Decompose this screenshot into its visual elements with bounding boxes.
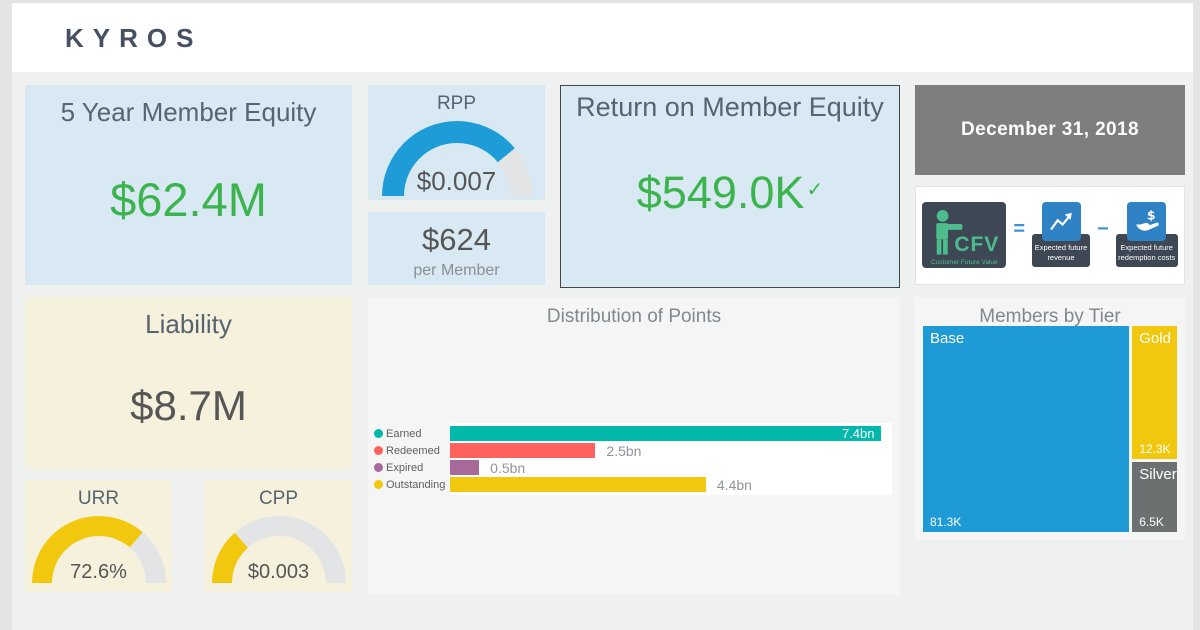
bar-outstanding[interactable] — [450, 477, 706, 492]
tile-members-by-tier[interactable]: Members by Tier Base 81.3K Gold 12.3K Silver… — [915, 297, 1185, 540]
tile-value: 6.5K — [1139, 515, 1164, 529]
legend-label: Earned — [386, 427, 422, 440]
bar-value-label: 0.5bn — [490, 459, 526, 476]
treemap-tile-silver[interactable]: Silver 6.5K — [1132, 461, 1177, 532]
tile-title: 5 Year Member Equity — [60, 97, 317, 127]
minus-sign: − — [1097, 218, 1109, 240]
tile-cfv-diagram[interactable]: CFV Customer Future Value = Expected fut… — [915, 186, 1185, 285]
legend-label: Expired — [386, 461, 424, 474]
rome-value-text: $549.0K — [636, 167, 805, 218]
dashboard-canvas: 5 Year Member Equity $62.4M RPP $0.007 $… — [12, 72, 1193, 630]
legend-item-expired[interactable]: Expired — [374, 460, 450, 475]
tile-5-year-member-equity[interactable]: 5 Year Member Equity $62.4M — [25, 85, 352, 285]
bar-redeemed[interactable] — [450, 443, 596, 458]
cpp-gauge: $0.003 — [211, 516, 346, 584]
tile-liability[interactable]: Liability $8.7M — [25, 297, 352, 469]
tile-distribution-of-points[interactable]: Distribution of Points Earned Redeemed Exp… — [368, 297, 900, 595]
treemap-tile-base[interactable]: Base 81.3K — [923, 326, 1130, 532]
tile-cpp-gauge[interactable]: CPP $0.003 — [205, 480, 352, 592]
cpp-value: $0.003 — [247, 561, 310, 583]
distribution-plot: 7.4bn 2.5bn 0.5bn 4.4bn — [450, 423, 892, 495]
rome-value: $549.0K ✓ — [561, 167, 899, 219]
tile-return-on-member-equity[interactable]: Return on Member Equity $549.0K ✓ — [560, 85, 900, 288]
bar-earned[interactable]: 7.4bn — [450, 426, 881, 441]
header-bar: KYROS — [12, 3, 1193, 72]
bar-track: 7.4bn — [450, 426, 892, 441]
tile-rpp-gauge[interactable]: RPP $0.007 — [368, 85, 545, 200]
bar-track: 4.4bn — [450, 476, 892, 493]
rpp-gauge: $0.007 — [381, 121, 532, 197]
tile-title: CPP — [258, 488, 299, 509]
tile-title: URR — [77, 488, 120, 509]
brand-logo: KYROS — [65, 23, 203, 53]
equals-sign: = — [1013, 218, 1025, 240]
tile-urr-gauge[interactable]: URR 72.6% — [25, 480, 172, 592]
legend-label: Redeemed — [386, 444, 440, 457]
bar-track: 2.5bn — [450, 442, 892, 459]
tile-per-member[interactable]: $624 per Member — [368, 212, 545, 285]
tile-title: Return on Member Equity — [576, 92, 884, 122]
members-treemap: Base 81.3K Gold 12.3K Silver 6.5K — [923, 326, 1177, 532]
distribution-legend: Earned Redeemed Expired Outstanding — [374, 423, 450, 495]
legend-item-redeemed[interactable]: Redeemed — [374, 443, 450, 458]
per-member-label: per Member — [413, 262, 500, 279]
chart-title: Distribution of Points — [546, 306, 722, 327]
bar-value-label: 2.5bn — [606, 442, 642, 459]
svg-text:$: $ — [1147, 207, 1156, 222]
per-member-value: $624 — [422, 222, 491, 257]
legend-dot-icon — [374, 446, 383, 455]
legend-dot-icon — [374, 463, 383, 472]
person-icon — [936, 210, 963, 255]
bar-value-label: 4.4bn — [716, 476, 752, 493]
bar-expired[interactable] — [450, 460, 480, 475]
cfv-full-name: Customer Future Value — [930, 259, 998, 266]
dashboard-panel: KYROS 5 Year Member Equity $62.4M RPP $0… — [12, 3, 1193, 630]
legend-dot-icon — [374, 429, 383, 438]
tile-date[interactable]: December 31, 2018 — [915, 85, 1185, 175]
legend-dot-icon — [374, 480, 383, 489]
treemap-tile-gold[interactable]: Gold 12.3K — [1132, 326, 1177, 459]
equity-value: $62.4M — [110, 173, 267, 226]
urr-gauge: 72.6% — [31, 516, 166, 584]
legend-item-outstanding[interactable]: Outstanding — [374, 477, 450, 492]
distribution-chart: Earned Redeemed Expired Outstanding 7.4bn 2.… — [374, 423, 892, 495]
cfv-box: CFV Customer Future Value — [922, 202, 1007, 268]
bar-track: 0.5bn — [450, 459, 892, 476]
tile-label: Gold — [1139, 330, 1171, 347]
check-icon: ✓ — [806, 179, 824, 201]
hand-dollar-icon: $ — [1127, 202, 1167, 241]
treemap-right-column: Gold 12.3K Silver 6.5K — [1132, 326, 1177, 532]
chart-title: Members by Tier — [979, 306, 1121, 327]
cfv-acronym: CFV — [954, 233, 1000, 256]
tile-value: 12.3K — [1139, 441, 1171, 456]
tile-title: Liability — [145, 309, 232, 339]
liability-value: $8.7M — [130, 382, 247, 429]
tile-label: Base — [930, 330, 965, 347]
tile-value: 81.3K — [930, 515, 962, 529]
revenue-label: Expected future revenue — [1032, 234, 1090, 268]
rpp-value: $0.007 — [416, 166, 497, 196]
urr-value: 72.6% — [70, 561, 127, 583]
bar-value-label: 7.4bn — [841, 426, 875, 441]
tile-title: RPP — [436, 93, 477, 114]
date-value: December 31, 2018 — [961, 119, 1139, 140]
legend-label: Outstanding — [386, 478, 446, 491]
tile-label: Silver — [1139, 465, 1177, 483]
trend-chart-icon — [1041, 202, 1081, 241]
legend-item-earned[interactable]: Earned — [374, 426, 450, 441]
